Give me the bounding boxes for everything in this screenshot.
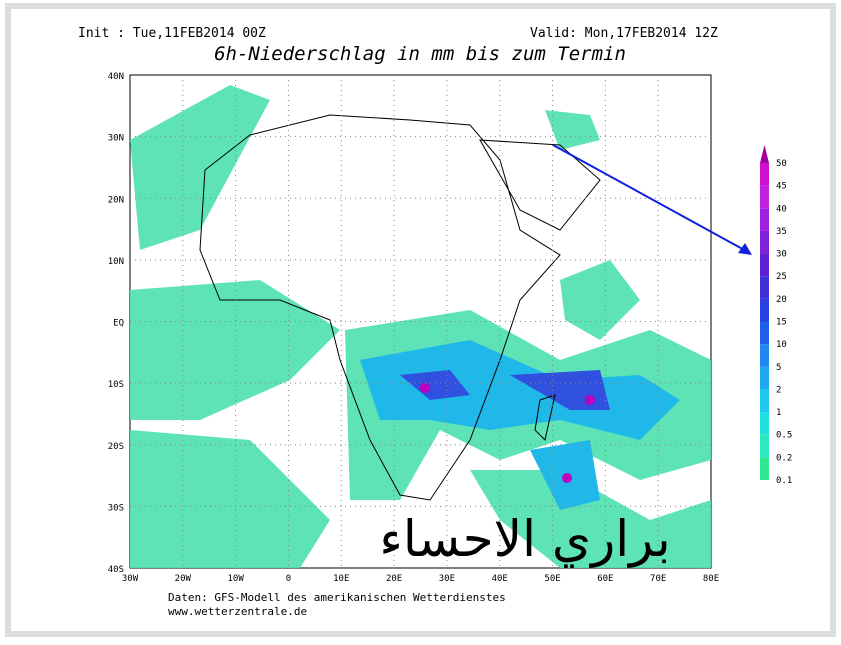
colorbar-label: 0.1 bbox=[776, 476, 792, 486]
colorbar-label: 15 bbox=[776, 318, 787, 328]
colorbar-label: 5 bbox=[776, 363, 781, 373]
colorbar-swatch bbox=[760, 321, 769, 345]
lon-label: 20E bbox=[386, 574, 402, 584]
colorbar-swatch bbox=[760, 208, 769, 231]
frame bbox=[5, 3, 836, 637]
lon-label: 0 bbox=[286, 574, 291, 584]
lon-label: 30E bbox=[439, 574, 455, 584]
lat-label: 30S bbox=[108, 503, 124, 513]
colorbar-label: 20 bbox=[776, 295, 787, 305]
title: 6h-Niederschlag in mm bis zum Termin bbox=[214, 43, 626, 65]
colorbar-label: 0.2 bbox=[776, 453, 792, 463]
lon-label: 40E bbox=[492, 574, 508, 584]
lat-label: 40N bbox=[108, 72, 124, 82]
lat-label: 30N bbox=[108, 134, 124, 144]
colorbar-label: 0.5 bbox=[776, 431, 792, 441]
lon-label: 80E bbox=[703, 574, 719, 584]
lat-label: 10N bbox=[108, 257, 124, 267]
map bbox=[129, 74, 712, 569]
colorbar-swatch bbox=[760, 366, 769, 390]
lon-label: 10W bbox=[228, 574, 245, 584]
grid bbox=[130, 75, 711, 568]
colorbar-tip bbox=[760, 145, 769, 163]
colorbar-swatch bbox=[760, 389, 769, 413]
footer-url: www.wetterzentrale.de bbox=[168, 605, 307, 618]
lat-label: EQ bbox=[113, 319, 124, 329]
colorbar-label: 45 bbox=[776, 182, 787, 192]
lon-label: 60E bbox=[597, 574, 613, 584]
lon-label: 30W bbox=[122, 574, 139, 584]
lon-label: 10E bbox=[333, 574, 349, 584]
colorbar-swatch bbox=[760, 434, 769, 458]
lon-label: 50E bbox=[544, 574, 560, 584]
arrow-line bbox=[552, 144, 749, 253]
colorbar-swatch bbox=[760, 344, 769, 367]
footer-source: Daten: GFS-Modell des amerikanischen Wet… bbox=[168, 591, 506, 604]
lat-label: 20S bbox=[108, 442, 124, 452]
lon-label: 20W bbox=[175, 574, 192, 584]
lat-label: 10S bbox=[108, 380, 124, 390]
colorbar-label: 10 bbox=[776, 340, 787, 350]
lat-label: 20N bbox=[108, 195, 124, 205]
colorbar-label: 1 bbox=[776, 408, 781, 418]
precip-peak bbox=[420, 383, 595, 483]
colorbar-label: 50 bbox=[776, 159, 787, 169]
colorbar-swatch bbox=[760, 276, 769, 299]
colorbar-label: 30 bbox=[776, 250, 787, 260]
colorbar-swatch bbox=[760, 253, 769, 277]
colorbar-swatch bbox=[760, 412, 769, 435]
valid-text: Valid: Mon,17FEB2014 12Z bbox=[530, 26, 718, 41]
colorbar-swatch bbox=[760, 457, 769, 480]
colorbar-swatch bbox=[760, 185, 769, 209]
colorbar-label: 40 bbox=[776, 204, 787, 214]
lon-label: 70E bbox=[650, 574, 666, 584]
colorbar-swatch bbox=[760, 298, 769, 322]
colorbar-label: 35 bbox=[776, 227, 787, 237]
colorbar-label: 2 bbox=[776, 385, 781, 395]
colorbar-swatch bbox=[760, 163, 769, 186]
arrow-head bbox=[738, 243, 752, 255]
init-text: Init : Tue,11FEB2014 00Z bbox=[78, 26, 266, 41]
coastline bbox=[199, 114, 601, 501]
overlay-text: براري الاحساء bbox=[379, 510, 670, 568]
colorbar-label: 25 bbox=[776, 272, 787, 282]
colorbar-swatch bbox=[760, 230, 769, 254]
lat-label: 40S bbox=[108, 565, 124, 575]
